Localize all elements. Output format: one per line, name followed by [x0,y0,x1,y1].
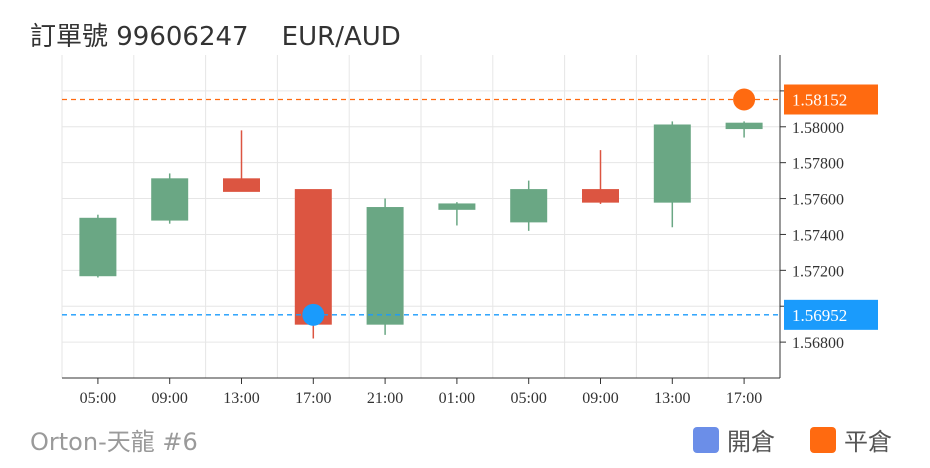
x-tick-label: 09:00 [582,390,618,407]
watermark-text: Orton-天龍 #6 [30,428,198,456]
candle-body [294,189,332,325]
candle-body [510,189,548,223]
candle-body [223,178,260,192]
x-tick-label: 05:00 [510,390,546,407]
close-marker [733,88,756,111]
x-tick-label: 09:00 [151,390,187,407]
open-price-tag [784,299,878,330]
y-tick-label: 1.57400 [792,227,844,244]
candle-body [438,203,476,210]
candle-body [79,217,117,277]
legend-close: 平倉 [810,422,892,457]
order-number: 訂單號 99606247 [30,22,249,52]
x-tick-label: 01:00 [439,390,475,407]
x-tick-label: 17:00 [726,390,762,407]
y-tick-label: 1.56800 [792,335,844,352]
x-tick-label: 21:00 [367,390,403,407]
open-price-label: 1.56952 [792,306,847,325]
candle-body [582,189,619,203]
open-swatch [693,426,719,453]
legend-open-label: 開倉 [727,428,775,456]
y-tick-label: 1.57800 [792,156,844,173]
close-price-tag [784,84,878,115]
y-tick-label: 1.57200 [792,263,844,280]
x-tick-label: 13:00 [654,390,690,407]
open-marker [302,303,325,326]
candle-body [366,207,404,325]
y-tick-label: 1.58000 [792,120,844,137]
candle-body [725,122,763,130]
candle-body [653,124,691,203]
y-tick-label: 1.57600 [792,192,844,209]
x-tick-label: 17:00 [295,390,331,407]
x-tick-label: 13:00 [223,390,259,407]
chart-title: 訂單號 99606247 EUR/AUD [30,16,401,53]
legend-open: 開倉 [693,422,775,457]
legend-close-label: 平倉 [844,428,892,456]
candle-body [151,178,189,221]
close-swatch [810,426,836,453]
currency-pair: EUR/AUD [281,22,401,52]
x-tick-label: 05:00 [80,390,116,407]
close-price-label: 1.58152 [792,91,847,110]
